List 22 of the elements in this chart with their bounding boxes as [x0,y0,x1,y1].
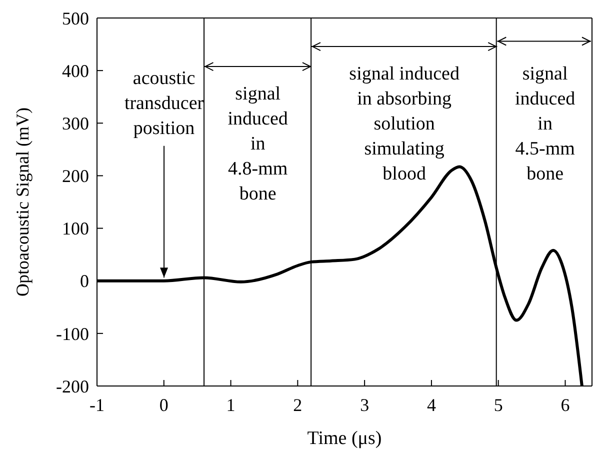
x-axis-title: Time (μs) [307,428,382,449]
annotation: signal induced in absorbing solution simulating blood [349,62,460,184]
annotation: signal induced in 4.8-mm bone [228,83,288,204]
x-tick-label: 5 [494,394,503,415]
y-tick-label: -100 [56,324,89,344]
y-tick-label: 400 [62,60,89,81]
annotation: signal induced in 4.5-mm bone [515,62,576,184]
y-axis-title: Optoacoustic Signal (mV) [12,108,32,296]
x-tick-label: 6 [560,394,570,415]
x-tick-label: 0 [159,394,168,415]
y-tick-label: 200 [62,166,89,186]
y-tick-label: 300 [62,114,89,134]
x-tick-label: 4 [426,394,436,415]
y-tick-label: -200 [56,376,89,396]
x-tick-label: 3 [360,394,370,415]
y-tick-label: 500 [62,8,89,28]
x-tick-label: 1 [226,394,236,415]
x-tick-label: 2 [293,394,302,415]
y-tick-label: 0 [80,271,89,292]
y-tick-label: 100 [62,218,89,239]
x-tick-label: -1 [90,394,104,415]
annotation: acoustic transducer position [124,67,204,138]
